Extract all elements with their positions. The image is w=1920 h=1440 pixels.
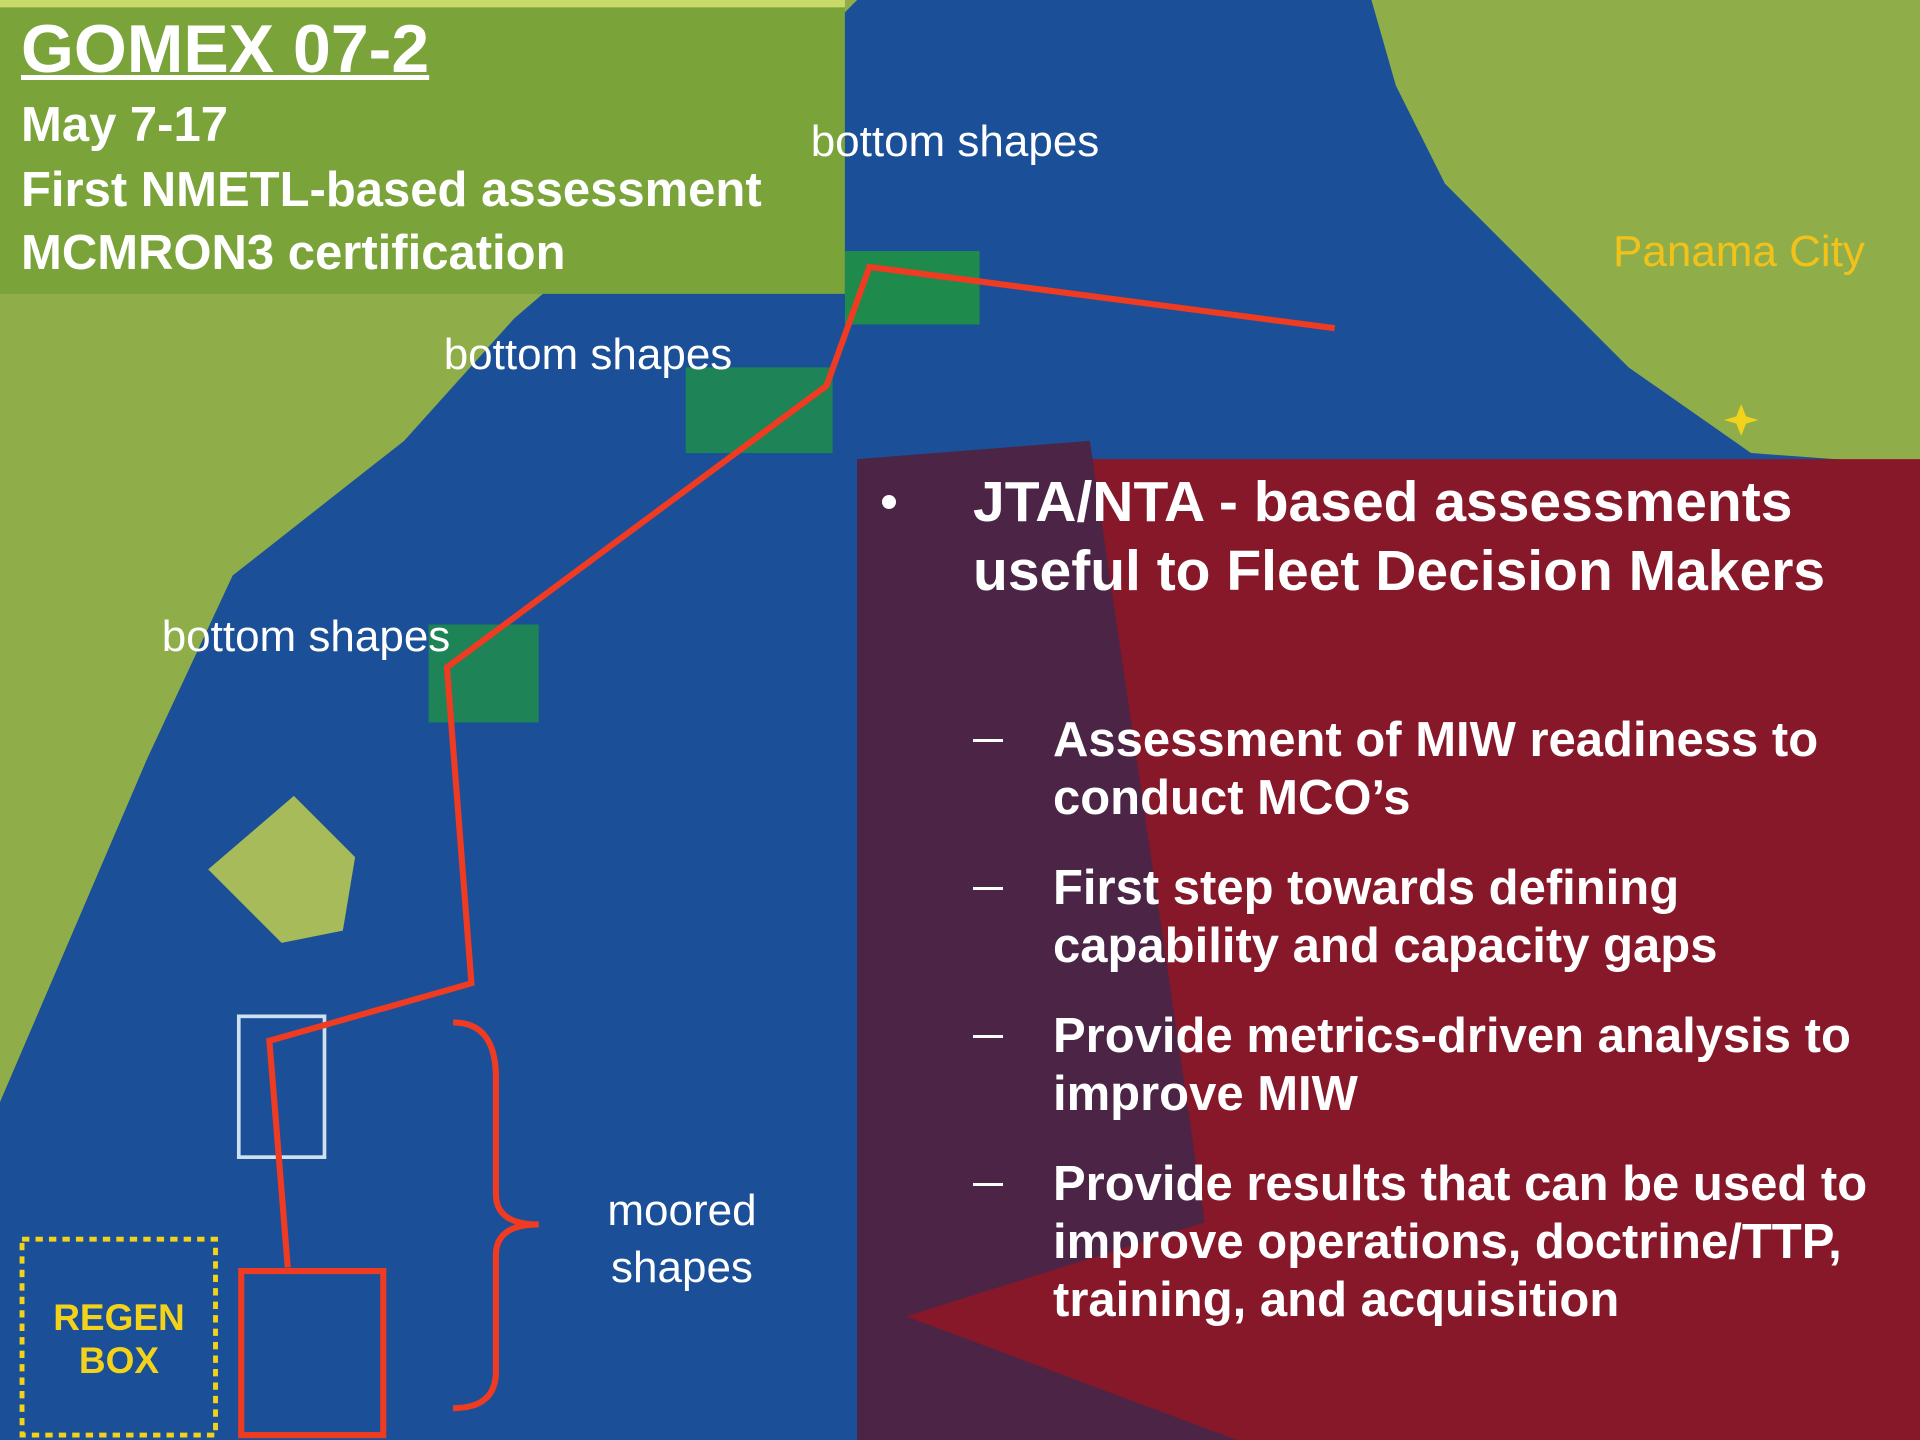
title: GOMEX 07-2 — [21, 10, 429, 88]
sub-item: Provide results that can be used to impr… — [1053, 1155, 1903, 1329]
bullet-dot — [882, 495, 896, 509]
dash — [973, 1183, 1003, 1186]
sub-list: Assessment of MIW readiness to conduct M… — [1053, 711, 1903, 1361]
sub-text: Assessment of MIW readiness to conduct M… — [1053, 713, 1818, 825]
regen-label: REGEN BOX — [29, 1296, 209, 1382]
map-label: bottom shapes — [805, 113, 1105, 170]
header-line: First NMETL-based assessment — [21, 158, 762, 222]
slide: GOMEX 07-2 May 7-17 First NMETL-based as… — [0, 0, 1920, 1440]
city-label: Panama City — [1589, 223, 1889, 280]
main-bullet: JTA/NTA - based assessments useful to Fl… — [973, 468, 1920, 606]
dash — [973, 739, 1003, 742]
title-band — [0, 0, 845, 7]
dash — [973, 1035, 1003, 1038]
map-label: bottom shapes — [156, 608, 456, 665]
header-line: May 7-17 — [21, 93, 228, 157]
sub-text: Provide results that can be used to impr… — [1053, 1157, 1867, 1327]
sub-text: Provide metrics-driven analysis to impro… — [1053, 1009, 1851, 1121]
sub-item: Provide metrics-driven analysis to impro… — [1053, 1007, 1903, 1123]
sub-item: First step towards defining capability a… — [1053, 859, 1903, 975]
dash — [973, 887, 1003, 890]
sub-item: Assessment of MIW readiness to conduct M… — [1053, 711, 1903, 827]
map-label: bottom shapes — [438, 326, 738, 383]
header-line: MCMRON3 certification — [21, 221, 566, 285]
sub-text: First step towards defining capability a… — [1053, 861, 1717, 973]
map-label: moored shapes — [532, 1182, 832, 1296]
